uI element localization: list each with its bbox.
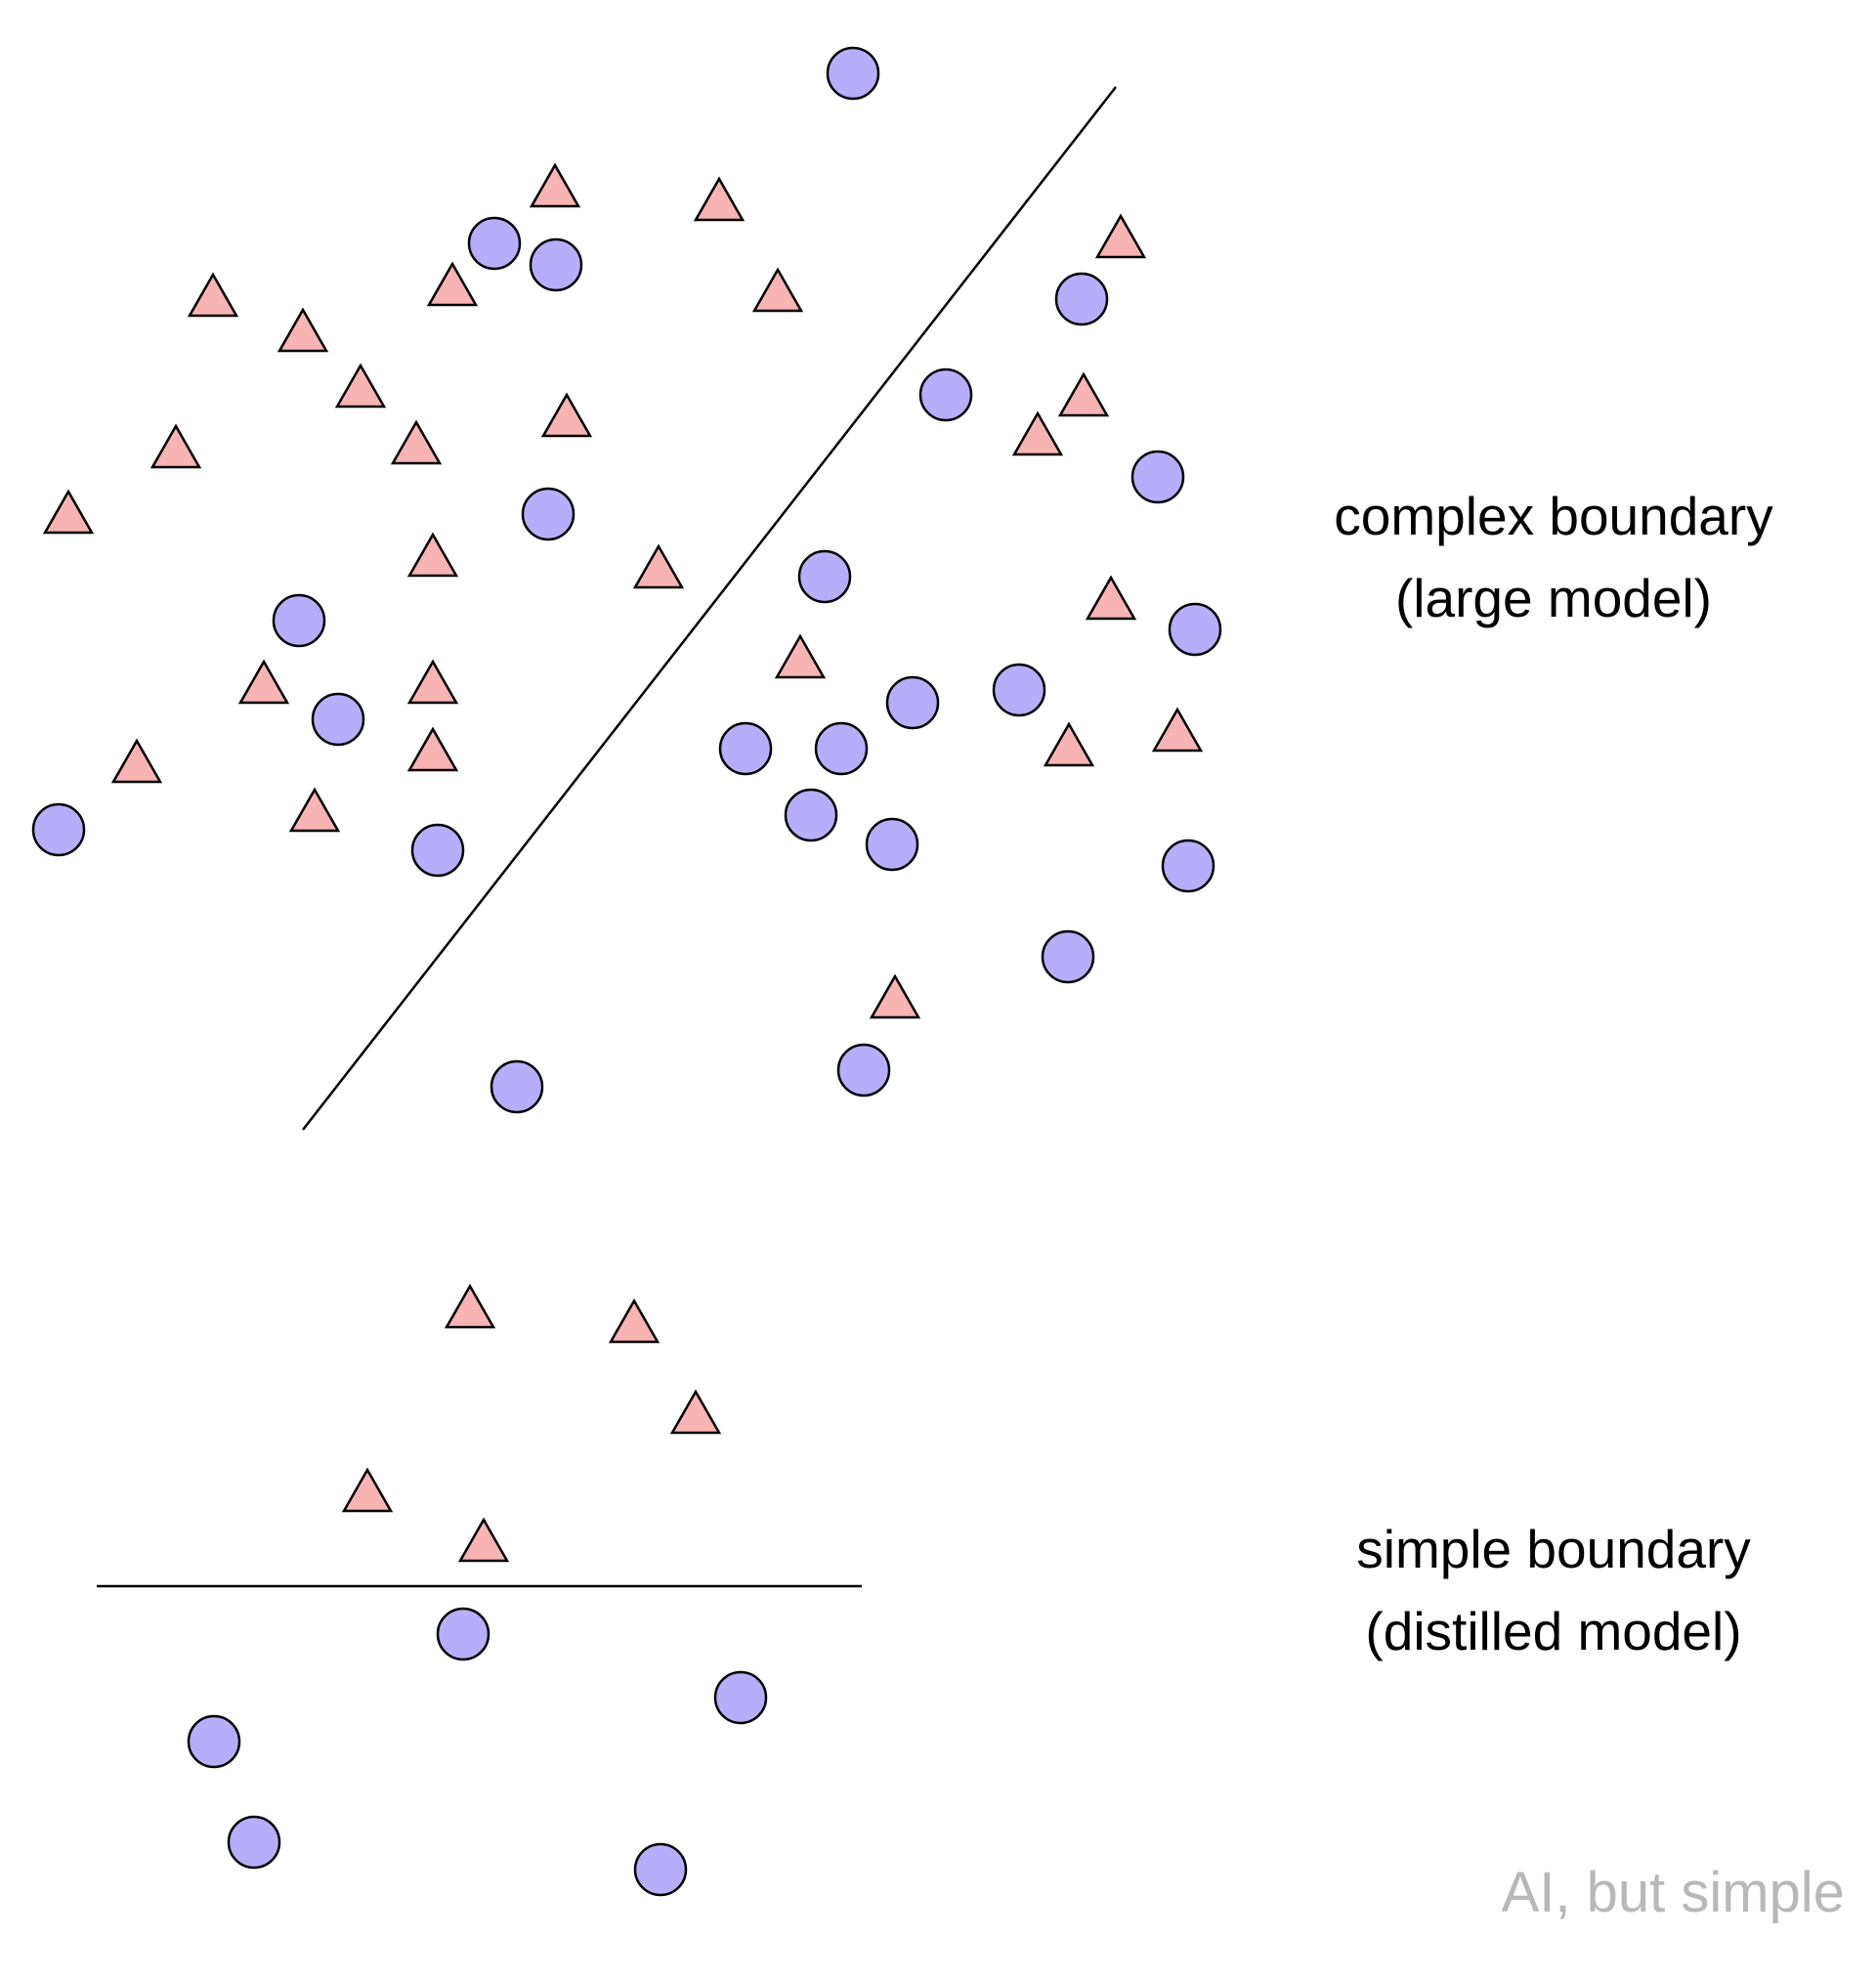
triangle-point <box>632 543 685 589</box>
triangle-point <box>426 261 479 307</box>
triangle-point <box>457 1517 510 1563</box>
circle-point <box>467 216 522 271</box>
triangle-point <box>288 787 341 833</box>
triangle-point <box>237 659 290 705</box>
large-model-label-line1: complex boundary <box>1334 486 1773 546</box>
circle-point <box>1041 929 1095 984</box>
circle-point <box>529 237 583 292</box>
distilled-model-label-line1: simple boundary <box>1356 1519 1751 1579</box>
triangle-point <box>277 307 329 353</box>
circle-point <box>490 1059 544 1114</box>
triangle-point <box>42 489 95 535</box>
large-model-label: complex boundary (large model) <box>1260 475 1847 639</box>
triangle-point <box>444 1283 496 1329</box>
circle-point <box>227 1815 281 1870</box>
triangle-point <box>693 176 746 222</box>
triangle-point <box>187 272 239 318</box>
circle-point <box>1130 450 1185 504</box>
triangle-point <box>406 726 459 772</box>
data-points <box>31 46 1222 1897</box>
triangle-point <box>540 392 593 438</box>
triangle-point <box>669 1389 722 1435</box>
complex-boundary-line <box>302 86 1117 1131</box>
circle-point <box>1168 602 1222 657</box>
circle-point <box>31 802 86 857</box>
triangle-point <box>1043 721 1095 767</box>
triangle-point <box>1011 410 1064 456</box>
circle-point <box>865 817 919 872</box>
circle-point <box>797 549 852 604</box>
circle-point <box>187 1714 241 1769</box>
distilled-model-label-line2: (distilled model) <box>1365 1601 1742 1661</box>
circle-point <box>836 1043 891 1098</box>
circle-point <box>633 1842 688 1897</box>
triangle-point <box>608 1298 661 1344</box>
circle-point <box>713 1670 768 1725</box>
triangle-point <box>751 267 804 313</box>
triangle-point <box>869 973 921 1019</box>
triangle-point <box>406 532 459 578</box>
distilled-model-label: simple boundary (distilled model) <box>1260 1508 1847 1672</box>
large-model-label-line2: (large model) <box>1394 568 1712 628</box>
triangle-point <box>1094 213 1147 259</box>
triangle-point <box>774 633 827 679</box>
triangle-point <box>1151 707 1204 753</box>
triangle-point <box>341 1467 394 1513</box>
circle-point <box>826 46 880 101</box>
triangle-point <box>1057 371 1110 417</box>
circle-point <box>784 788 838 842</box>
watermark: AI, but simple <box>1501 1861 1845 1924</box>
circle-point <box>311 692 365 747</box>
circle-point <box>410 823 465 878</box>
triangle-point <box>1085 575 1137 621</box>
circle-point <box>918 367 973 422</box>
triangle-point <box>406 659 459 705</box>
triangle-point <box>110 738 163 784</box>
circle-point <box>814 721 869 776</box>
triangle-point <box>149 423 202 469</box>
circle-point <box>718 721 773 776</box>
triangle-point <box>529 162 581 208</box>
circle-point <box>885 675 940 730</box>
triangle-point <box>390 419 443 465</box>
circle-point <box>272 593 326 648</box>
circle-point <box>1161 839 1215 893</box>
triangle-point <box>334 363 387 409</box>
circle-point <box>1054 272 1109 326</box>
circle-point <box>992 663 1046 717</box>
circle-point <box>436 1607 490 1661</box>
circle-point <box>521 487 576 541</box>
